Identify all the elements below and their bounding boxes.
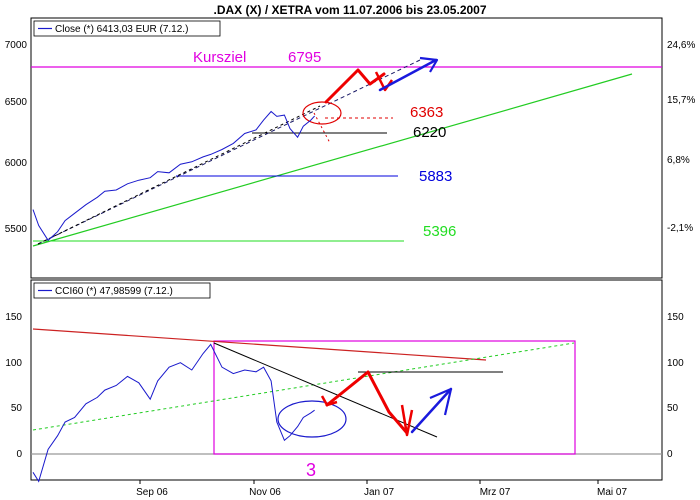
level-6363-label: 6363 [410, 104, 443, 121]
magenta-box [213, 340, 576, 455]
cci-ytick-left: 0 [16, 449, 22, 460]
channel-line-upper [37, 59, 421, 245]
blue-up-arrow-head [419, 56, 439, 73]
cci-ytick-left: 150 [5, 312, 22, 323]
price-legend: Close (*) 6413,03 EUR (7.12.) [33, 20, 221, 37]
chart-title: .DAX (X) / XETRA vom 11.07.2006 bis 23.0… [213, 3, 486, 17]
cci-ytick-right: 150 [667, 312, 684, 323]
cci-legend-label: CCI60 (*) 47,98599 (7.12.) [55, 286, 173, 297]
cci-blue-ellipse [277, 400, 347, 438]
x-tick-label: Sep 06 [136, 487, 168, 498]
price-ytick-left: 7000 [5, 40, 28, 51]
kursziel-value: 6795 [288, 49, 321, 66]
red-dotted-breakdown [313, 112, 331, 144]
price-panel [30, 17, 663, 279]
cci-ytick-right: 100 [667, 358, 684, 369]
price-ytick-right: 6,8% [667, 155, 690, 166]
cci-ytick-left: 50 [11, 403, 23, 414]
red-zigzag-arrow [324, 68, 386, 104]
x-tick-label: Mrz 07 [480, 487, 511, 498]
red-ellipse [302, 101, 342, 125]
cci-ytick-right: 0 [667, 449, 673, 460]
x-tick-label: Nov 06 [249, 487, 281, 498]
x-tick-label: Mai 07 [597, 487, 627, 498]
level-5396-label: 5396 [423, 223, 456, 240]
cci-red-zigzag-arrow [325, 370, 409, 435]
price-ytick-right: 15,7% [667, 95, 695, 106]
cci-green-dashed [32, 342, 575, 431]
level-6220-label: 6220 [413, 124, 446, 141]
cci-blue-up-arrow [410, 387, 453, 434]
cci-ytick-left: 100 [5, 358, 22, 369]
price-series-line [32, 110, 315, 242]
level-5883-label: 5883 [419, 168, 452, 185]
price-ytick-left: 5500 [5, 224, 28, 235]
cci-legend: CCI60 (*) 47,98599 (7.12.) [33, 282, 211, 299]
channel-line-lower [37, 105, 321, 245]
red-arrow-head [374, 71, 394, 92]
price-ytick-right: 24,6% [667, 40, 695, 51]
x-tick-label: Jan 07 [364, 487, 394, 498]
cci-ytick-right: 50 [667, 403, 679, 414]
cci-blue-arrow-head [429, 387, 453, 416]
blue-up-arrow [378, 58, 438, 92]
price-ytick-right: -2,1% [667, 223, 693, 234]
box-label-3: 3 [306, 460, 316, 480]
x-tick-marks [139, 480, 599, 484]
cci-series-line [32, 343, 315, 483]
cci-red-arrow-head-left [320, 395, 338, 407]
cci-red-trendline [32, 328, 487, 361]
green-trendline [32, 73, 633, 247]
cci-red-arrow-head-down [400, 404, 414, 437]
price-ytick-left: 6500 [5, 97, 28, 108]
kursziel-label: Kursziel [193, 49, 246, 66]
cci-black-trendline [213, 342, 438, 438]
price-legend-label: Close (*) 6413,03 EUR (7.12.) [55, 24, 188, 35]
cci-panel [30, 279, 663, 481]
price-ytick-left: 6000 [5, 158, 28, 169]
